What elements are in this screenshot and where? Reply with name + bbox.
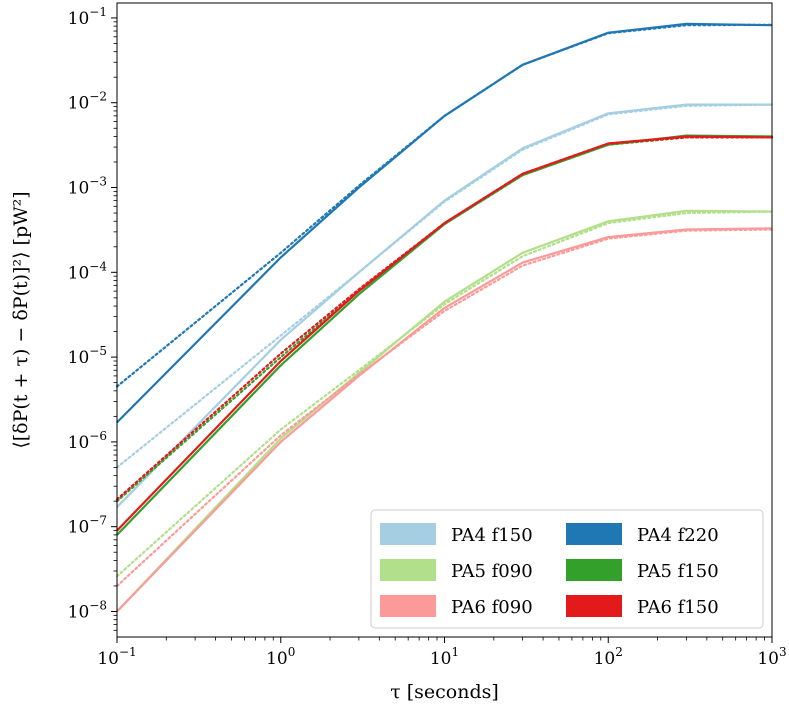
series-model-pa6-f090 [115,228,774,588]
ticks-layer: 10−1 100 101 102 103 10−8 10−7 10−6 10−5 10−4 10−3… [68,5,787,669]
legend-swatch [566,595,622,617]
y-tick-label: 10−7 [68,514,107,538]
x-tick-label: 101 [430,645,459,669]
legend-label: PA5 f090 [451,561,533,582]
series-line-pa6-f090 [116,227,773,613]
y-axis-label: ⟨[δP(t + τ) − δP(t)]²⟩ [pW²] [10,191,32,448]
legend-swatch [566,523,622,545]
legend-swatch [566,559,622,581]
legend-swatch [380,595,436,617]
series-model-pa6-f150 [115,136,774,501]
x-tick-label: 102 [594,645,623,669]
legend-label: PA4 f220 [637,525,719,546]
series-line-pa5-f150 [116,134,773,536]
y-tick-label: 10−1 [68,5,107,29]
series-line-pa6-f150 [116,135,773,532]
series-line-pa4-f150 [116,103,772,508]
series-model-pa4-f220 [115,23,774,388]
x-tick-label: 103 [757,645,786,669]
y-tick-label: 10−8 [68,598,107,622]
series-model-pa4-f150 [115,103,774,469]
y-tick-label: 10−2 [68,90,107,114]
y-tick-label: 10−6 [68,429,107,453]
legend-swatch [380,523,436,545]
legend-swatch [380,559,436,581]
series-model-pa5-f150 [115,135,774,503]
legend-label: PA6 f090 [451,597,533,618]
x-axis-label: τ [seconds] [390,681,499,703]
series-layer [115,22,774,613]
legend-label: PA6 f150 [637,597,719,618]
series-model-pa5-f090 [115,210,774,578]
y-tick-label: 10−5 [68,344,107,368]
legend-layer: PA4 f150 PA4 f220 PA5 f090 PA5 f150 PA6 f090… [370,509,764,629]
series-line-pa5-f090 [116,209,773,613]
y-tick-label: 10−3 [68,175,107,199]
y-tick-label: 10−4 [68,259,108,283]
legend-label: PA5 f150 [637,561,719,582]
series-line-pa4-f220 [116,22,773,424]
x-tick-label: 100 [266,645,295,669]
legend-label: PA4 f150 [451,525,533,546]
x-tick-label: 10−1 [97,645,136,669]
